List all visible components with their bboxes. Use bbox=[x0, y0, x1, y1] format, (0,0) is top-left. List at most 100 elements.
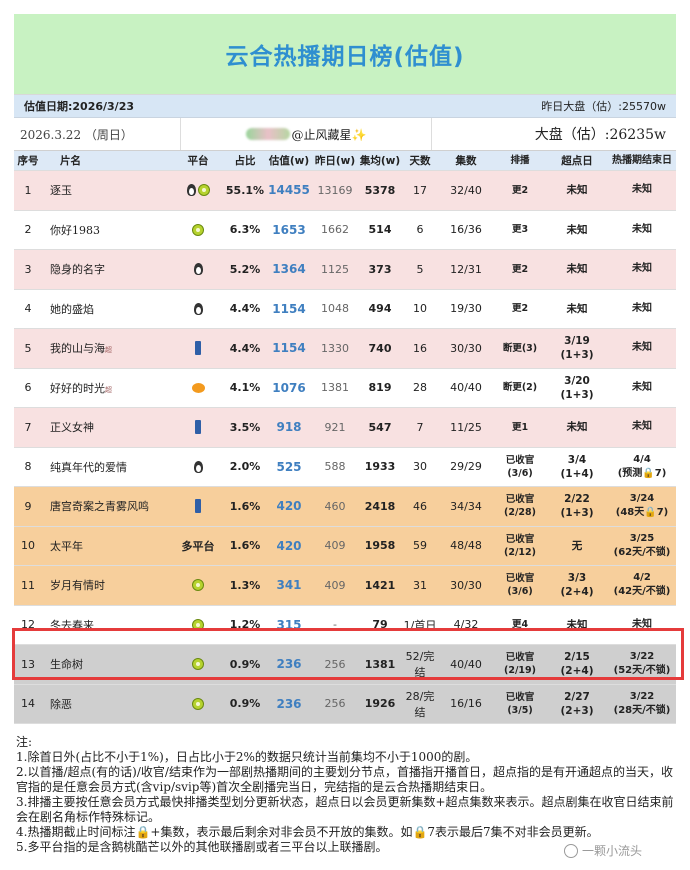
penguin-icon bbox=[193, 302, 203, 315]
row-episodes: 30/30 bbox=[450, 341, 482, 355]
row-idx: 4 bbox=[24, 302, 32, 316]
author-name: @止风藏星✨ bbox=[291, 127, 367, 142]
table-row: 6 好好的时光超 4.1% 1076 1381 819 28 40/40 断更(2) 3/20 (… bbox=[14, 368, 676, 408]
row-peak: 3/20 (1+3) bbox=[560, 374, 594, 401]
row-prev: 588 bbox=[324, 460, 346, 474]
row-schedule: 已收官 (3/6) bbox=[505, 454, 535, 479]
row-avg: 373 bbox=[368, 262, 392, 276]
table-row: 4 她的盛焰 4.4% 1154 1048 494 10 19/30 更2 未知 未知 bbox=[14, 289, 676, 329]
row-idx: 13 bbox=[21, 657, 35, 671]
row-name: 生命树 bbox=[42, 656, 172, 672]
row-name-text: 她的盛焰 bbox=[50, 302, 94, 316]
row-platform bbox=[172, 263, 224, 276]
row-name-text: 好好的时光 bbox=[50, 381, 105, 395]
row-peak: 未知 bbox=[566, 302, 588, 315]
watermark-text: 一颗小流头 bbox=[582, 844, 643, 858]
row-platform bbox=[172, 184, 224, 197]
row-avg: 1421 bbox=[364, 578, 396, 592]
row-days: 59 bbox=[413, 539, 427, 553]
row-name: 太平年 bbox=[42, 538, 172, 554]
row-idx: 9 bbox=[24, 499, 32, 513]
row-name-text: 唐宫奇案之青雾风鸣 bbox=[50, 500, 149, 514]
page-title: 云合热播期日榜(估值) bbox=[14, 14, 676, 95]
row-episodes: 30/30 bbox=[450, 578, 482, 592]
row-avg: 2418 bbox=[364, 499, 396, 513]
row-estimate: 236 bbox=[276, 657, 302, 672]
table-row: 8 纯真年代的爱情 2.0% 525 588 1933 30 29/29 已收官 (3/6) 3/… bbox=[14, 447, 676, 487]
row-days: 31 bbox=[413, 578, 427, 592]
youku-icon bbox=[195, 499, 201, 514]
table-row: 10 太平年 多平台 1.6% 420 409 1958 59 48/48 已收官 (2/12) 无… bbox=[14, 526, 676, 566]
note-line: 4.热播期截止时间标注🔒+集数，表示最后剩余对非会员不开放的集数。如🔒7表示最后… bbox=[16, 825, 599, 839]
youku-icon bbox=[195, 420, 201, 435]
header-platform: 平台 bbox=[187, 155, 209, 167]
table-row: 7 正义女神 3.5% 918 921 547 7 11/25 更1 未知 未知 bbox=[14, 408, 676, 448]
header-estimate: 估值(w) bbox=[268, 155, 310, 167]
row-peak: 无 bbox=[571, 539, 583, 552]
row-episodes: 29/29 bbox=[450, 460, 482, 474]
row-name: 隐身的名字 bbox=[42, 261, 172, 277]
row-schedule: 更1 bbox=[511, 421, 529, 433]
row-name-text: 正义女神 bbox=[50, 421, 94, 435]
header-days: 天数 bbox=[409, 155, 431, 167]
row-days: 5 bbox=[416, 262, 424, 276]
row-prev: 409 bbox=[324, 578, 346, 592]
row-end: 未知 bbox=[632, 618, 652, 630]
row-idx: 1 bbox=[24, 183, 32, 197]
row-episodes: 16/36 bbox=[450, 223, 482, 237]
row-prev: 1125 bbox=[321, 262, 349, 276]
row-avg: 740 bbox=[368, 341, 392, 355]
iqiyi-icon bbox=[192, 223, 204, 236]
row-schedule: 更2 bbox=[511, 303, 529, 315]
row-schedule: 已收官 (2/28) bbox=[504, 494, 536, 519]
row-estimate: 236 bbox=[276, 696, 302, 711]
row-idx: 11 bbox=[21, 578, 35, 592]
row-days: 28 bbox=[413, 381, 427, 395]
row-prev: 256 bbox=[324, 697, 346, 711]
row-end: 未知 bbox=[632, 421, 652, 433]
row-avg: 5378 bbox=[364, 183, 396, 197]
row-episodes: 48/48 bbox=[450, 539, 482, 553]
note-line: 注: bbox=[16, 735, 33, 749]
header-idx: 序号 bbox=[17, 155, 39, 167]
row-schedule: 断更(2) bbox=[502, 382, 538, 394]
row-end: 未知 bbox=[632, 263, 652, 275]
row-days: 10 bbox=[413, 302, 427, 316]
row-name-text: 太平年 bbox=[50, 539, 83, 553]
row-platform bbox=[172, 382, 224, 393]
row-platform bbox=[172, 223, 224, 236]
row-prev: - bbox=[333, 618, 337, 632]
penguin-icon bbox=[193, 460, 203, 473]
row-name: 纯真年代的爱情 bbox=[42, 459, 172, 475]
row-prev: 13169 bbox=[317, 183, 353, 197]
row-estimate: 420 bbox=[276, 499, 302, 514]
row-share: 5.2% bbox=[229, 262, 261, 276]
header-end: 热播期结束日 bbox=[612, 154, 672, 166]
row-name-text: 岁月有情时 bbox=[50, 579, 105, 593]
row-name-text: 你好1983 bbox=[50, 223, 100, 237]
row-estimate: 1653 bbox=[272, 222, 306, 237]
row-end: 3/22 (28天/不锁) bbox=[613, 690, 671, 716]
row-prev: 460 bbox=[324, 499, 346, 513]
row-share: 55.1% bbox=[225, 183, 265, 197]
row-platform bbox=[172, 420, 224, 435]
row-episodes: 34/34 bbox=[450, 499, 482, 513]
row-prev: 1330 bbox=[321, 341, 349, 355]
row-peak: 未知 bbox=[566, 223, 588, 236]
table-row: 1 逐玉 55.1% 14455 13169 5378 17 32/40 更2 未知 未知 bbox=[14, 171, 676, 211]
table-row: 2 你好1983 6.3% 1653 1662 514 6 16/36 更3 未知 未知 bbox=[14, 210, 676, 250]
row-days: 16 bbox=[413, 341, 427, 355]
row-estimate: 420 bbox=[276, 538, 302, 553]
row-episodes: 12/31 bbox=[450, 262, 482, 276]
row-episodes: 19/30 bbox=[450, 302, 482, 316]
row-idx: 8 bbox=[24, 460, 32, 474]
row-platform bbox=[172, 658, 224, 671]
row-schedule: 更2 bbox=[511, 263, 529, 275]
row-end: 4/4 (预测🔒7) bbox=[617, 453, 667, 479]
row-peak: 未知 bbox=[566, 184, 588, 197]
iqiyi-icon bbox=[192, 697, 204, 710]
note-line: 1.除首日外(占比不小于1%)，日占比小于2%的数据只统计当前集均不小于1000… bbox=[16, 750, 478, 764]
row-avg: 1958 bbox=[364, 539, 396, 553]
row-end: 未知 bbox=[632, 342, 652, 354]
row-days: 7 bbox=[416, 420, 424, 434]
